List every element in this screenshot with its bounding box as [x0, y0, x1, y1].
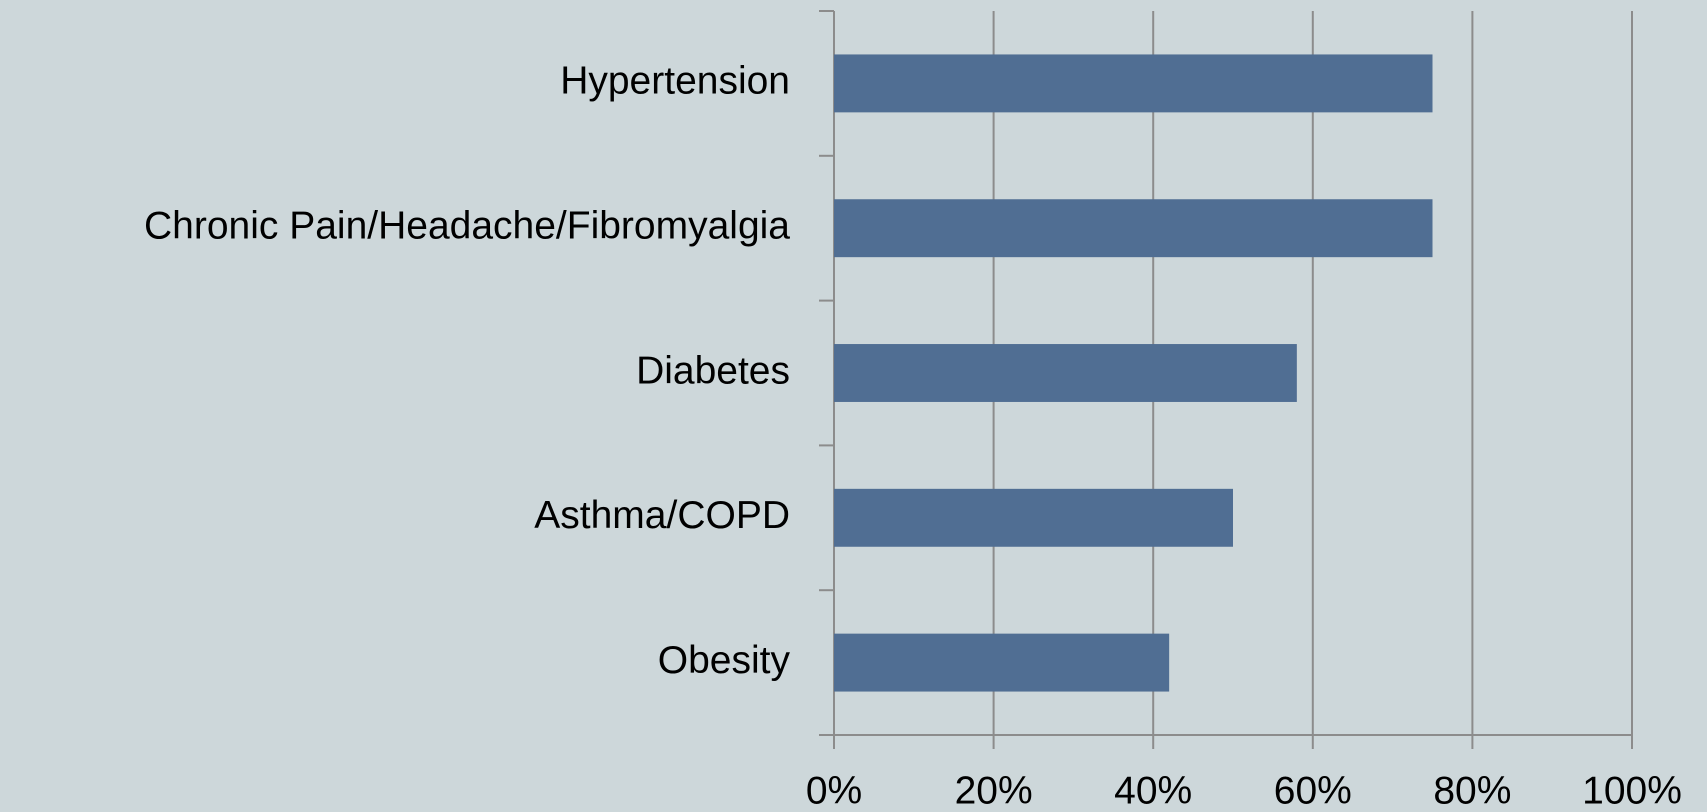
y-tick-label: Asthma/COPD [534, 494, 790, 537]
x-tick-label: 20% [955, 769, 1033, 812]
bar [834, 54, 1433, 113]
x-tick-label: 0% [806, 769, 862, 812]
y-tick-label: Diabetes [636, 349, 790, 392]
y-tick-label: Chronic Pain/Headache/Fibromyalgia [144, 204, 790, 247]
bar [834, 488, 1233, 547]
bar [834, 344, 1297, 402]
x-tick-label: 80% [1433, 769, 1511, 812]
bar [834, 199, 1433, 258]
y-tick-label: Hypertension [560, 60, 790, 103]
y-tick-label: Obesity [658, 639, 791, 682]
x-tick-label: 40% [1114, 769, 1192, 812]
x-tick-label: 60% [1274, 769, 1352, 812]
x-tick-label: 100% [1582, 769, 1682, 812]
bar [834, 633, 1170, 692]
